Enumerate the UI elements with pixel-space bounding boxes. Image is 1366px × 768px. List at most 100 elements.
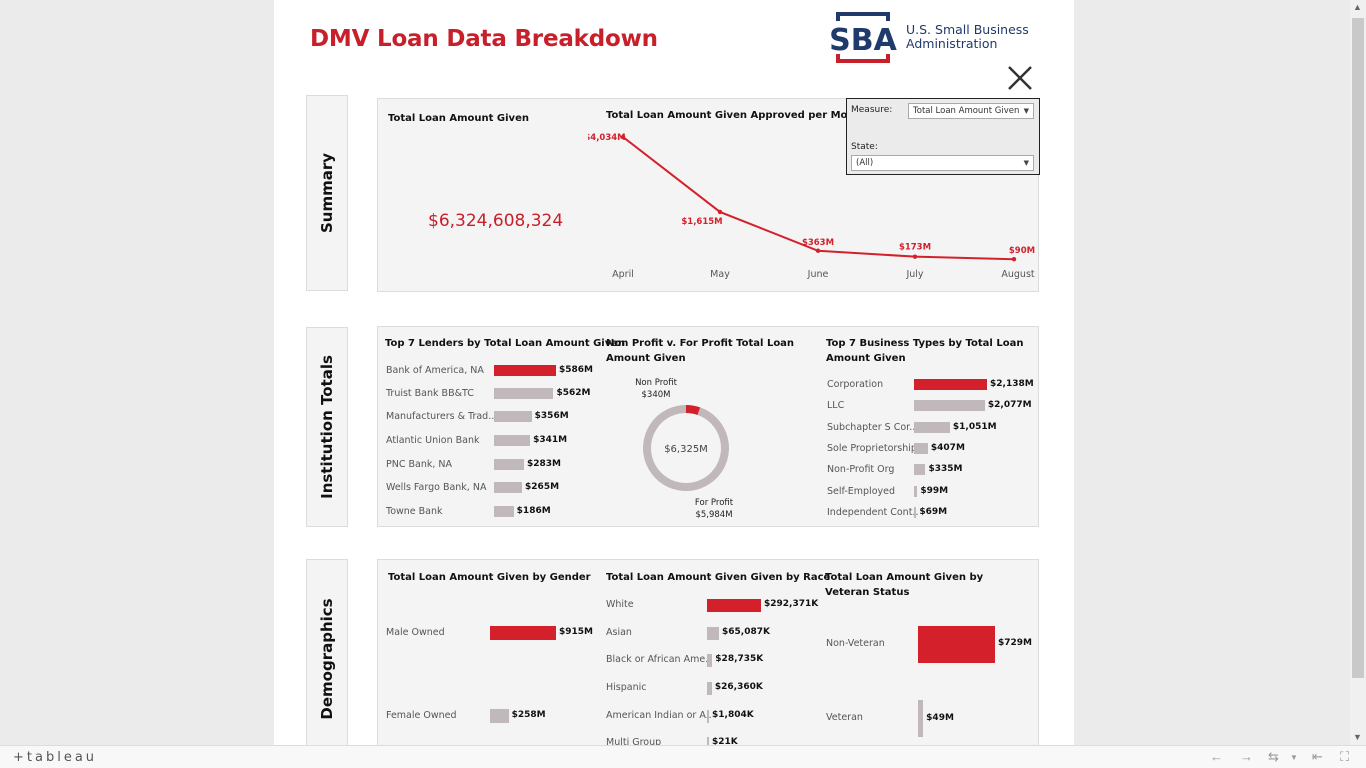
race-2-bar[interactable] bbox=[707, 654, 713, 667]
donut-slice-non-profit bbox=[685, 405, 701, 416]
institution-panel: Top 7 Lenders by Total Loan Amount Given… bbox=[377, 326, 1039, 527]
business-type-6-value: $69M bbox=[919, 507, 948, 517]
tableau-logo[interactable]: +tableau bbox=[13, 750, 98, 765]
line-data-label-july: $173M bbox=[899, 243, 931, 253]
lender-3-label: Atlantic Union Bank bbox=[386, 435, 480, 446]
race-chart-title: Total Loan Amount Given Given by Race bbox=[606, 572, 831, 583]
gender-1-bar[interactable] bbox=[490, 709, 509, 723]
business-type-6-bar[interactable] bbox=[914, 507, 917, 518]
donut-center-label: $6,325M bbox=[664, 444, 708, 455]
page-title: DMV Loan Data Breakdown bbox=[310, 26, 658, 52]
veteran-0-bar[interactable] bbox=[918, 626, 995, 663]
section-demographics-label: Demographics bbox=[318, 598, 336, 720]
scroll-down-icon[interactable]: ▼ bbox=[1353, 732, 1362, 742]
business-type-5-label: Self-Employed bbox=[827, 486, 896, 497]
lender-4-value: $283M bbox=[526, 459, 561, 469]
business-type-3-bar[interactable] bbox=[914, 443, 928, 454]
race-1-label: Asian bbox=[606, 627, 632, 638]
measure-select[interactable]: Total Loan Amount Given ▼ bbox=[908, 103, 1034, 119]
scroll-up-icon[interactable]: ▲ bbox=[1353, 2, 1362, 12]
business-type-2-bar[interactable] bbox=[914, 422, 950, 433]
line-point-april bbox=[620, 134, 626, 140]
race-1-bar[interactable] bbox=[707, 627, 720, 640]
state-label: State: bbox=[851, 142, 878, 152]
race-5-bar[interactable] bbox=[707, 737, 709, 745]
total-loan-value: $6,324,608,324 bbox=[428, 211, 564, 231]
state-value: (All) bbox=[856, 158, 874, 168]
race-0-bar[interactable] bbox=[707, 599, 761, 612]
line-data-label-may: $1,615M bbox=[681, 217, 722, 227]
lender-4-bar[interactable] bbox=[494, 459, 524, 470]
line-data-label-june: $363M bbox=[802, 238, 834, 248]
lender-6-value: $186M bbox=[516, 506, 551, 516]
sba-logo-text: U.S. Small Business Administration bbox=[906, 23, 1029, 51]
race-4-bar[interactable] bbox=[707, 710, 709, 723]
veteran-1-value: $49M bbox=[926, 713, 954, 723]
gender-1-value: $258M bbox=[511, 710, 546, 720]
line-point-july bbox=[912, 254, 918, 259]
lender-5-value: $265M bbox=[525, 482, 560, 492]
lender-0-bar[interactable] bbox=[494, 365, 556, 376]
business-type-5-bar[interactable] bbox=[914, 486, 918, 497]
business-type-1-label: LLC bbox=[827, 400, 845, 411]
veteran-1-bar[interactable] bbox=[918, 700, 924, 737]
business-type-1-bar[interactable] bbox=[914, 400, 985, 411]
section-summary-label: Summary bbox=[318, 152, 336, 234]
line-data-label-april: $4,034M bbox=[588, 133, 626, 143]
revert-all-icon[interactable]: ⇤ bbox=[1312, 749, 1323, 764]
lenders-chart-title: Top 7 Lenders by Total Loan Amount Given bbox=[385, 338, 626, 349]
business-type-0-bar[interactable] bbox=[914, 379, 987, 390]
revert-dropdown-icon[interactable]: ▼ bbox=[1290, 753, 1298, 762]
business-type-3-label: Sole Proprietorship bbox=[827, 443, 917, 454]
monthly-chart-title: Total Loan Amount Given Approved per Mon… bbox=[606, 110, 867, 121]
veteran-0-value: $729M bbox=[998, 638, 1033, 648]
gender-0-bar[interactable] bbox=[490, 626, 556, 640]
section-demographics: Demographics bbox=[306, 559, 348, 745]
race-4-label: American Indian or A.. bbox=[606, 710, 712, 721]
business-type-4-label: Non-Profit Org bbox=[827, 464, 895, 475]
donut-label-non-profit: Non Profit bbox=[635, 378, 677, 388]
lender-1-bar[interactable] bbox=[494, 388, 554, 399]
business-type-0-value: $2,138M bbox=[990, 379, 1034, 389]
nonprofit-chart-title: Non Profit v. For Profit Total Loan Amou… bbox=[606, 338, 795, 364]
redo-icon[interactable]: → bbox=[1240, 749, 1253, 764]
veteran-1-label: Veteran bbox=[826, 712, 863, 723]
lender-5-label: Wells Fargo Bank, NA bbox=[386, 482, 487, 493]
business-type-2-label: Subchapter S Cor.. bbox=[827, 422, 916, 433]
x-tick-june: June bbox=[807, 269, 829, 280]
business-type-4-bar[interactable] bbox=[914, 464, 926, 475]
sba-logo-line1: U.S. Small Business bbox=[906, 22, 1029, 37]
donut-slice-for-profit bbox=[643, 405, 729, 491]
revert-icon[interactable]: ⇆ bbox=[1268, 749, 1279, 764]
sba-logo: SBA bbox=[829, 10, 1030, 66]
veteran-0-label: Non-Veteran bbox=[826, 638, 885, 649]
dashboard-viewport: DMV Loan Data Breakdown SBA U.S. Small B… bbox=[274, 0, 1074, 745]
sba-logo-letters: SBA bbox=[830, 23, 898, 58]
scrollbar-thumb[interactable] bbox=[1352, 18, 1364, 678]
business-type-1-value: $2,077M bbox=[987, 400, 1032, 410]
line-point-june bbox=[815, 248, 821, 253]
race-4-value: $1,804K bbox=[712, 710, 754, 720]
filter-panel: Measure: Total Loan Amount Given ▼ State… bbox=[846, 98, 1040, 175]
lender-3-bar[interactable] bbox=[494, 435, 531, 446]
race-3-bar[interactable] bbox=[707, 682, 712, 695]
gender-0-label: Male Owned bbox=[386, 627, 445, 638]
measure-label: Measure: bbox=[851, 105, 893, 115]
donut-value-for-profit: $5,984M bbox=[695, 510, 732, 520]
business-type-3-value: $407M bbox=[930, 443, 965, 453]
state-select[interactable]: (All) ▼ bbox=[851, 155, 1034, 171]
lender-6-bar[interactable] bbox=[494, 506, 514, 517]
undo-icon[interactable]: ← bbox=[1210, 749, 1223, 764]
line-data-label-august: $90M bbox=[1009, 246, 1035, 256]
measure-value: Total Loan Amount Given bbox=[913, 106, 1020, 116]
section-institution-totals: Institution Totals bbox=[306, 327, 348, 527]
dashboard: DMV Loan Data Breakdown SBA U.S. Small B… bbox=[274, 0, 1074, 745]
lender-0-label: Bank of America, NA bbox=[386, 365, 484, 376]
close-button[interactable] bbox=[1006, 64, 1034, 92]
race-2-label: Black or African Ame.. bbox=[606, 654, 712, 665]
lender-2-bar[interactable] bbox=[494, 411, 532, 422]
race-5-label: Multi Group bbox=[606, 737, 662, 745]
fullscreen-icon[interactable]: ⛶ bbox=[1340, 749, 1350, 764]
race-0-value: $292,371K bbox=[764, 599, 819, 609]
lender-5-bar[interactable] bbox=[494, 482, 523, 493]
